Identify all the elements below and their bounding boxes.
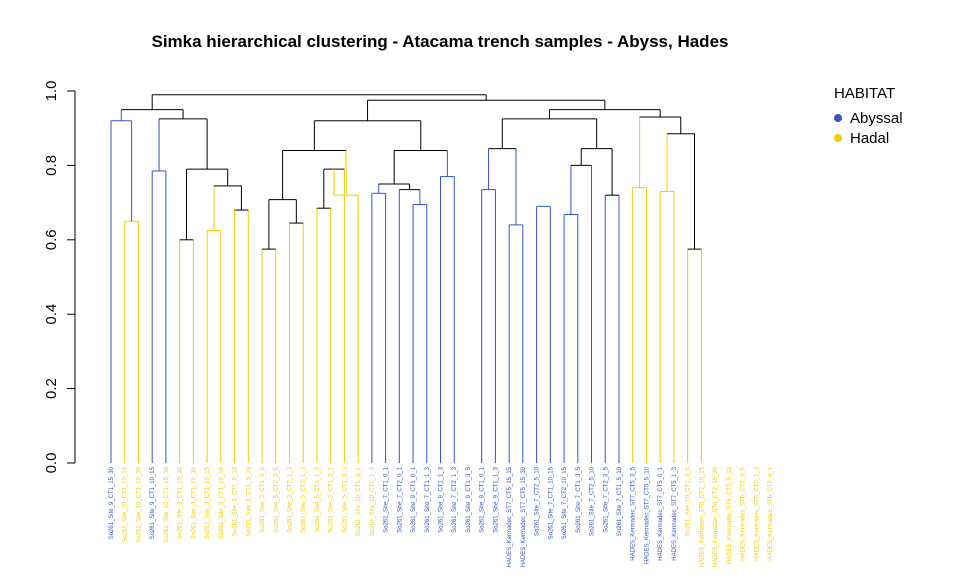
leaf-label: HADES_Kermadec_ST6_CT2_5_10 [727, 466, 733, 564]
leaf-label: HADES_Kermadec_ST6_CT2_3_5 [741, 466, 747, 560]
y-tick-label: 0.8 [43, 155, 60, 176]
leaf-label: So261_Site_5_CT1_1_3 [315, 466, 321, 532]
leaf-label: So261_Site_7_CT2_5_10 [590, 466, 596, 536]
legend: HABITAT Abyssal Hadal [834, 85, 903, 147]
leaf-label: So261_Site_7_CT1_10_15 [548, 466, 554, 539]
leaf-label: So261_Site_7_CT2_3_5 [603, 466, 609, 532]
leaf-label: So261_Site_7_CT1_5_10 [617, 466, 623, 536]
leaf-label: So261_Site_10_CT1_0_1 [356, 466, 362, 536]
legend-title: HABITAT [834, 85, 895, 102]
leaf-label: HADES_Kermadec_ST6_CT2_0_1 [768, 466, 774, 560]
leaf-label: So261_Site_3_CT1_10_15 [219, 466, 225, 539]
leaf-label: HADES_Kermadec_ST7_CT5_3_5 [631, 466, 637, 560]
leaf-label: So261_Site_3_CT1_0_1 [329, 466, 335, 532]
leaf-label: So261_Site_3_CT2_1_3 [287, 466, 293, 532]
y-tick-label: 0.4 [43, 304, 60, 325]
leaf-label: So261_Site_3_CT1_3_5 [260, 466, 266, 532]
y-tick-label: 0.2 [43, 378, 60, 399]
leaf-labels: So261_Site_9_CT1_15_30 So261_Site_10_CT1_… [109, 466, 774, 567]
leaf-label: So261_Site_7_CT2_0_1 [397, 466, 403, 532]
leaf-label: So261_Site_9_CT1_1_3 [493, 466, 499, 532]
leaf-label: So261_Site_3_CT1_10_30 [191, 466, 197, 539]
leaf-label: HADES_Kermadec_ST7_CT5_15_15 [507, 466, 513, 567]
legend-label-abyssal: Abyssal [850, 110, 903, 127]
leaf-label: So261_Site_5_CT1_0_1 [342, 466, 348, 532]
legend-marker-abyssal [834, 114, 842, 122]
leaf-label: So261_Site_10_CT1_1_3 [370, 466, 376, 536]
leaf-label: So261_Site_3_CT1_5_10 [233, 466, 239, 536]
leaf-label: HADES_Kermadec_ST6_CT2_15_30 [713, 466, 719, 567]
leaf-label: So261_Site_3_CT1_10_15 [205, 466, 211, 539]
leaf-label: HADES_Kermadec_ST7_CT5_0_1 [658, 466, 664, 560]
legend-label-hadal: Hadal [850, 130, 889, 147]
leaf-label: So261_Site_5_CT2_3_5 [274, 466, 280, 532]
y-axis: 0.0 0.2 0.4 0.6 0.8 1.0 [43, 81, 76, 474]
leaf-label: So261_Site_9_CT1_1_3 [439, 466, 445, 532]
y-tick-label: 0.0 [43, 453, 60, 474]
chart-title: Simka hierarchical clustering - Atacama … [152, 32, 729, 51]
leaf-label: HADES_Kermadec_ST6_CT2_1_3 [754, 466, 760, 560]
leaf-label: So261_Site_9_CT1_10_15 [150, 466, 156, 539]
leaf-label: So261_Site_9_CT1_3_5 [466, 466, 472, 532]
y-tick-label: 1.0 [43, 81, 60, 102]
leaf-label: So261_Site_7_CT1_0_1 [384, 466, 390, 532]
leaf-label: So261_Site_5_CT2_1_3 [301, 466, 307, 532]
leaf-label: So261_Site_10_CT1_10_15 [123, 466, 129, 542]
leaf-label: So261_Site_7_CT2_5_10 [535, 466, 541, 536]
leaf-label: So261_Site_9_CT1_0_1 [480, 466, 486, 532]
leaf-label: HADES_Kermadec_ST6_CT2_10_15 [699, 466, 705, 567]
leaf-label: So261_Site_10_CT1_3_5 [686, 466, 692, 536]
leaf-label: So261_Site_7_CT2_1_3 [452, 466, 458, 532]
leaf-label: HADES_Kermadec_ST7_CT5_5_10 [644, 466, 650, 564]
leaf-label: So261_Site_10_CT1_10_30 [136, 466, 142, 542]
leaf-label: HADES_Kermadec_ST7_CT5_1_3 [672, 466, 678, 560]
leaf-label: So261_Site_9_CT1_15_30 [109, 466, 115, 539]
leaf-label: So261_Site_3_CT1_5_10 [246, 466, 252, 536]
leaf-label: So261_Site_7_CT2_10_15 [562, 466, 568, 539]
dendrogram-tree [110, 94, 702, 463]
leaf-label: So261_Site_7_CT1_1_3 [425, 466, 431, 532]
legend-marker-hadal [834, 134, 842, 142]
y-tick-label: 0.6 [43, 229, 60, 250]
leaf-label: So261_Site_9_CT1_0_1 [411, 466, 417, 532]
leaf-label: So261_Site_7_CT1_3_5 [576, 466, 582, 532]
leaf-label: So261_Site_10_CT1_15_30 [164, 466, 170, 542]
leaf-label: HADES_Kermadec_ST7_CT5_15_30 [521, 466, 527, 567]
leaf-label: So261_Site_3_CT1_15_30 [178, 466, 184, 539]
